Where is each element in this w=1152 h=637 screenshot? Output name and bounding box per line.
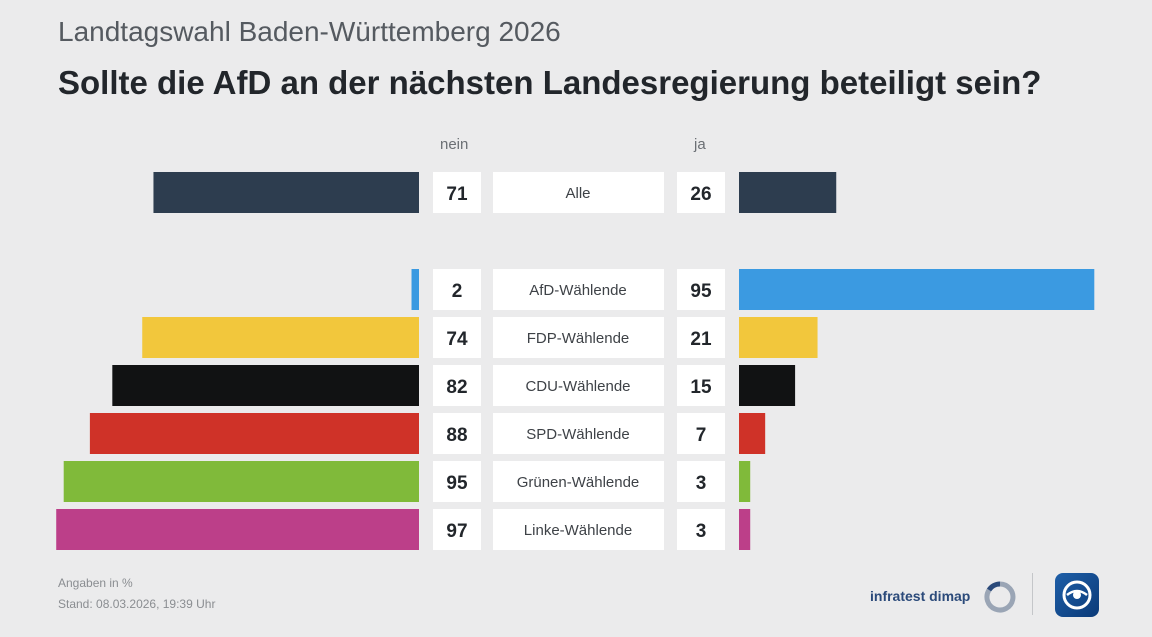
bar-nein-cdu-wählende: [112, 365, 419, 406]
chart-title: Sollte die AfD an der nächsten Landesreg…: [58, 64, 1042, 101]
bar-ja-grünen-wählende: [739, 461, 751, 502]
bar-ja-spd-wählende: [739, 413, 766, 454]
value-label-ja: 21: [690, 329, 712, 350]
column-header-ja: ja: [694, 136, 706, 153]
category-label: FDP-Wählende: [527, 330, 630, 347]
value-label-nein: 88: [446, 425, 467, 446]
value-box-nein: [433, 413, 481, 454]
category-box: [493, 365, 664, 406]
tagesschau-logo: [1055, 573, 1099, 617]
value-label-ja: 26: [690, 184, 711, 205]
value-box-ja: [677, 172, 725, 213]
category-label: SPD-Wählende: [526, 426, 629, 443]
value-label-ja: 15: [690, 377, 712, 398]
category-box: [493, 461, 664, 502]
value-box-ja: [677, 317, 725, 358]
value-box-nein: [433, 172, 481, 213]
value-label-nein: 82: [446, 377, 467, 398]
footer-divider: [1032, 573, 1033, 615]
unit-note: Angaben in %: [58, 576, 133, 590]
value-label-nein: 74: [446, 329, 468, 350]
category-box: [493, 317, 664, 358]
value-label-nein: 2: [452, 281, 463, 302]
bar-nein-spd-wählende: [89, 413, 419, 454]
category-label: CDU-Wählende: [525, 378, 630, 395]
value-box-ja: [677, 413, 725, 454]
bar-ja-alle: [739, 172, 837, 213]
bar-nein-linke-wählende: [56, 509, 419, 550]
timestamp-note: Stand: 08.03.2026, 19:39 Uhr: [58, 597, 216, 611]
category-label: Grünen-Wählende: [517, 474, 640, 491]
bar-nein-fdp-wählende: [142, 317, 420, 358]
value-box-nein: [433, 317, 481, 358]
category-label: AfD-Wählende: [529, 282, 627, 299]
source-logo-text: infratest dimap: [870, 588, 971, 604]
value-box-nein: [433, 509, 481, 550]
bar-nein-grünen-wählende: [63, 461, 419, 502]
bar-ja-cdu-wählende: [739, 365, 796, 406]
value-box-ja: [677, 365, 725, 406]
category-label: Linke-Wählende: [524, 522, 632, 539]
column-header-nein: nein: [440, 136, 469, 153]
value-label-nein: 71: [446, 184, 468, 205]
infratest-dimap-logo-icon: [984, 581, 1016, 613]
value-box-ja: [677, 461, 725, 502]
value-label-nein: 95: [446, 473, 468, 494]
category-box: [493, 413, 664, 454]
bar-ja-linke-wählende: [739, 509, 751, 550]
value-box-nein: [433, 269, 481, 310]
value-box-nein: [433, 461, 481, 502]
value-label-ja: 7: [696, 425, 707, 446]
value-box-ja: [677, 269, 725, 310]
category-box: [493, 172, 664, 213]
category-box: [493, 269, 664, 310]
value-label-ja: 95: [690, 281, 712, 302]
category-label: Alle: [565, 185, 590, 202]
bar-nein-alle: [153, 172, 419, 213]
bar-ja-afd-wählende: [739, 269, 1095, 310]
chart-subtitle: Landtagswahl Baden-Württemberg 2026: [58, 16, 561, 47]
bar-nein-afd-wählende: [411, 269, 419, 310]
bar-ja-fdp-wählende: [739, 317, 818, 358]
value-box-nein: [433, 365, 481, 406]
value-label-ja: 3: [696, 521, 707, 542]
value-label-ja: 3: [696, 473, 707, 494]
category-box: [493, 509, 664, 550]
value-label-nein: 97: [446, 521, 467, 542]
value-box-ja: [677, 509, 725, 550]
